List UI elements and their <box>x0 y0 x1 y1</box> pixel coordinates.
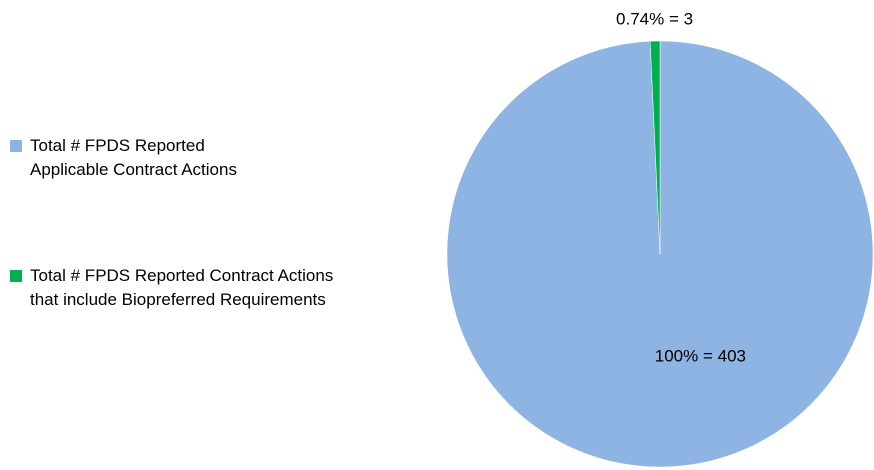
legend-label: Total # FPDS Reported Applicable Contrac… <box>30 136 237 179</box>
legend-item: Total # FPDS Reported Contract Actions t… <box>10 264 340 312</box>
legend-swatch <box>10 270 22 282</box>
data-label: 100% = 403 <box>655 347 746 366</box>
legend-label: Total # FPDS Reported Contract Actions t… <box>30 266 334 309</box>
data-label: 0.74% = 3 <box>616 10 693 29</box>
legend-item: Total # FPDS Reported Applicable Contrac… <box>10 134 280 182</box>
pie-slice <box>649 40 661 255</box>
legend-swatch <box>10 140 22 152</box>
